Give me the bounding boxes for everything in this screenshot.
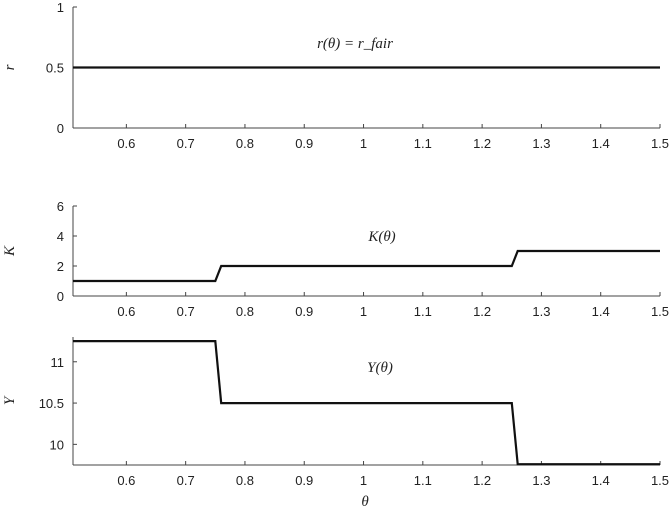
x-tick-label: 1.4: [592, 304, 610, 319]
x-tick-label: 0.8: [236, 136, 254, 151]
y-axis-label: K: [2, 245, 18, 257]
x-tick-label: 1.1: [414, 136, 432, 151]
panel-r: 0.6 0.7 0.8 0.9 1 1.1 1.2 1.3 1.4 1.5 0 0.5 1 r r(θ) =…: [2, 0, 669, 151]
y-tick-label: 10: [50, 437, 64, 452]
x-tick-label: 1: [360, 136, 367, 151]
y-tick-label: 4: [57, 229, 64, 244]
x-tick-label: 0.9: [295, 304, 313, 319]
x-tick-label: 0.8: [236, 473, 254, 488]
y-tick-label: 2: [57, 259, 64, 274]
y-tick-label: 10.5: [39, 396, 64, 411]
x-tick-label: 1.5: [651, 304, 669, 319]
panel-y: 0.6 0.7 0.8 0.9 1 1.1 1.2 1.3 1.4 1.5 10 10.5 11 Yθ Y(…: [2, 337, 669, 510]
x-tick-label: 1.3: [532, 304, 550, 319]
x-tick-label: 1.3: [532, 136, 550, 151]
series-line: [73, 340, 660, 466]
curve-annotation: r(θ) = r_fair: [317, 36, 393, 52]
x-tick-label: 0.9: [295, 136, 313, 151]
x-tick-label: 0.9: [295, 473, 313, 488]
x-tick-label: 0.6: [117, 473, 135, 488]
x-tick-label: 0.6: [117, 304, 135, 319]
x-tick-label: 1.5: [651, 136, 669, 151]
x-tick-label: 1.2: [473, 473, 491, 488]
x-tick-label: 1: [360, 304, 367, 319]
x-tick-label: 1.5: [651, 473, 669, 488]
curve-annotation: Y(θ): [367, 360, 393, 376]
y-tick-label: 0: [57, 121, 64, 136]
x-tick-label: 1: [360, 473, 367, 488]
x-tick-label: 1.2: [473, 136, 491, 151]
y-axis-label: Y: [2, 395, 18, 405]
y-tick-label: 1: [57, 0, 64, 15]
x-tick-label: 1.1: [414, 304, 432, 319]
x-tick-label: 0.6: [117, 136, 135, 151]
x-tick-label: 0.7: [177, 473, 195, 488]
panel-k: 0.6 0.7 0.8 0.9 1 1.1 1.2 1.3 1.4 1.5 0 2 4 6 K K(θ): [2, 199, 669, 319]
y-tick-label: 0: [57, 289, 64, 304]
x-tick-label: 1.2: [473, 304, 491, 319]
x-tick-label: 1.4: [592, 136, 610, 151]
y-tick-label: 0.5: [46, 61, 64, 76]
x-tick-label: 1.3: [532, 473, 550, 488]
x-tick-label: 1.4: [592, 473, 610, 488]
x-tick-label: 1.1: [414, 473, 432, 488]
curve-annotation: K(θ): [367, 229, 395, 245]
x-tick-label: 0.8: [236, 304, 254, 319]
x-axis-label: θ: [361, 494, 369, 510]
y-tick-label: 11: [51, 355, 65, 370]
y-axis-label: r: [2, 64, 18, 70]
x-tick-label: 0.7: [177, 304, 195, 319]
y-tick-label: 6: [57, 199, 64, 214]
series-line: [73, 249, 660, 283]
x-tick-label: 0.7: [177, 136, 195, 151]
